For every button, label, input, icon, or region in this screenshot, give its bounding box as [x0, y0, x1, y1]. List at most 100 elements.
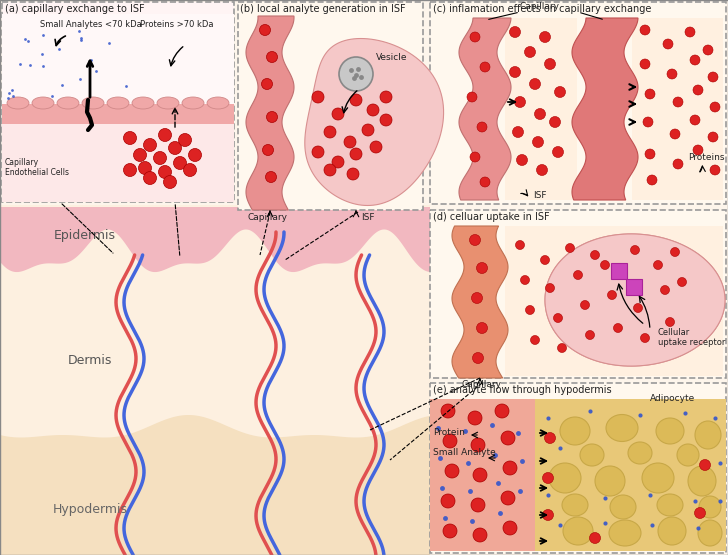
Circle shape: [601, 260, 609, 270]
Ellipse shape: [132, 97, 154, 109]
Circle shape: [183, 164, 197, 176]
Circle shape: [529, 78, 540, 89]
Circle shape: [470, 152, 480, 162]
Circle shape: [667, 69, 677, 79]
Circle shape: [468, 411, 482, 425]
Circle shape: [261, 78, 272, 89]
Ellipse shape: [658, 517, 686, 545]
Circle shape: [312, 91, 324, 103]
Circle shape: [124, 132, 137, 144]
Text: Epidermis: Epidermis: [54, 229, 116, 241]
Circle shape: [590, 532, 601, 543]
Circle shape: [159, 165, 172, 179]
Circle shape: [477, 263, 488, 274]
FancyBboxPatch shape: [430, 383, 726, 553]
FancyBboxPatch shape: [238, 2, 423, 210]
Circle shape: [138, 162, 151, 174]
Circle shape: [441, 494, 455, 508]
Text: Small Analyte: Small Analyte: [433, 448, 496, 457]
Circle shape: [660, 285, 670, 295]
Ellipse shape: [595, 466, 625, 496]
Circle shape: [124, 164, 137, 176]
Circle shape: [590, 250, 599, 260]
Polygon shape: [0, 415, 430, 555]
Text: ISF: ISF: [533, 191, 547, 200]
Polygon shape: [572, 18, 638, 200]
Circle shape: [467, 92, 477, 102]
Circle shape: [477, 322, 488, 334]
Circle shape: [189, 149, 202, 162]
Circle shape: [531, 336, 539, 345]
Circle shape: [441, 404, 455, 418]
Ellipse shape: [677, 444, 699, 466]
Circle shape: [521, 275, 529, 285]
Circle shape: [503, 461, 517, 475]
Ellipse shape: [606, 415, 638, 441]
Circle shape: [471, 438, 485, 452]
Circle shape: [690, 55, 700, 65]
Circle shape: [645, 89, 655, 99]
Circle shape: [380, 114, 392, 126]
Circle shape: [670, 248, 679, 256]
Circle shape: [164, 175, 176, 189]
FancyBboxPatch shape: [2, 2, 234, 202]
Circle shape: [695, 507, 705, 518]
Bar: [2, 14, 234, 104]
Text: Proteins: Proteins: [688, 153, 724, 162]
Ellipse shape: [580, 444, 604, 466]
Ellipse shape: [609, 520, 641, 546]
Circle shape: [526, 305, 534, 315]
Circle shape: [168, 142, 181, 154]
Ellipse shape: [182, 97, 204, 109]
Text: ISF: ISF: [361, 213, 375, 222]
Circle shape: [443, 434, 457, 448]
Circle shape: [515, 97, 526, 108]
Circle shape: [367, 104, 379, 116]
Circle shape: [154, 152, 167, 164]
Circle shape: [542, 509, 553, 521]
Circle shape: [553, 147, 563, 158]
Circle shape: [673, 97, 683, 107]
Circle shape: [473, 528, 487, 542]
Circle shape: [708, 132, 718, 142]
Circle shape: [693, 85, 703, 95]
Bar: [430, 399, 535, 551]
Circle shape: [324, 164, 336, 176]
Ellipse shape: [699, 496, 721, 518]
Ellipse shape: [688, 466, 716, 496]
Text: Hypodermis: Hypodermis: [52, 503, 127, 517]
Circle shape: [558, 344, 566, 352]
Circle shape: [580, 300, 590, 310]
Circle shape: [678, 278, 687, 286]
Circle shape: [641, 334, 649, 342]
Ellipse shape: [549, 463, 581, 493]
Circle shape: [501, 431, 515, 445]
Circle shape: [537, 164, 547, 175]
Ellipse shape: [562, 494, 588, 516]
Text: Small Analytes <70 kDa: Small Analytes <70 kDa: [40, 20, 142, 29]
Bar: [2, 104, 234, 124]
Circle shape: [347, 168, 359, 180]
Circle shape: [690, 115, 700, 125]
Ellipse shape: [32, 97, 54, 109]
Text: (e) analyte flow through hypodermis: (e) analyte flow through hypodermis: [433, 385, 612, 395]
Circle shape: [445, 464, 459, 478]
Circle shape: [614, 324, 622, 332]
Ellipse shape: [610, 495, 636, 519]
FancyBboxPatch shape: [626, 279, 642, 295]
Circle shape: [550, 117, 561, 128]
Ellipse shape: [82, 97, 104, 109]
Circle shape: [566, 244, 574, 253]
Ellipse shape: [207, 97, 229, 109]
Circle shape: [477, 122, 487, 132]
Bar: [535, 399, 726, 551]
FancyBboxPatch shape: [430, 2, 726, 204]
Circle shape: [545, 58, 555, 69]
Circle shape: [380, 91, 392, 103]
Circle shape: [685, 27, 695, 37]
Polygon shape: [452, 226, 508, 378]
Circle shape: [645, 149, 655, 159]
Circle shape: [480, 177, 490, 187]
Circle shape: [640, 59, 650, 69]
Bar: [505, 18, 577, 200]
